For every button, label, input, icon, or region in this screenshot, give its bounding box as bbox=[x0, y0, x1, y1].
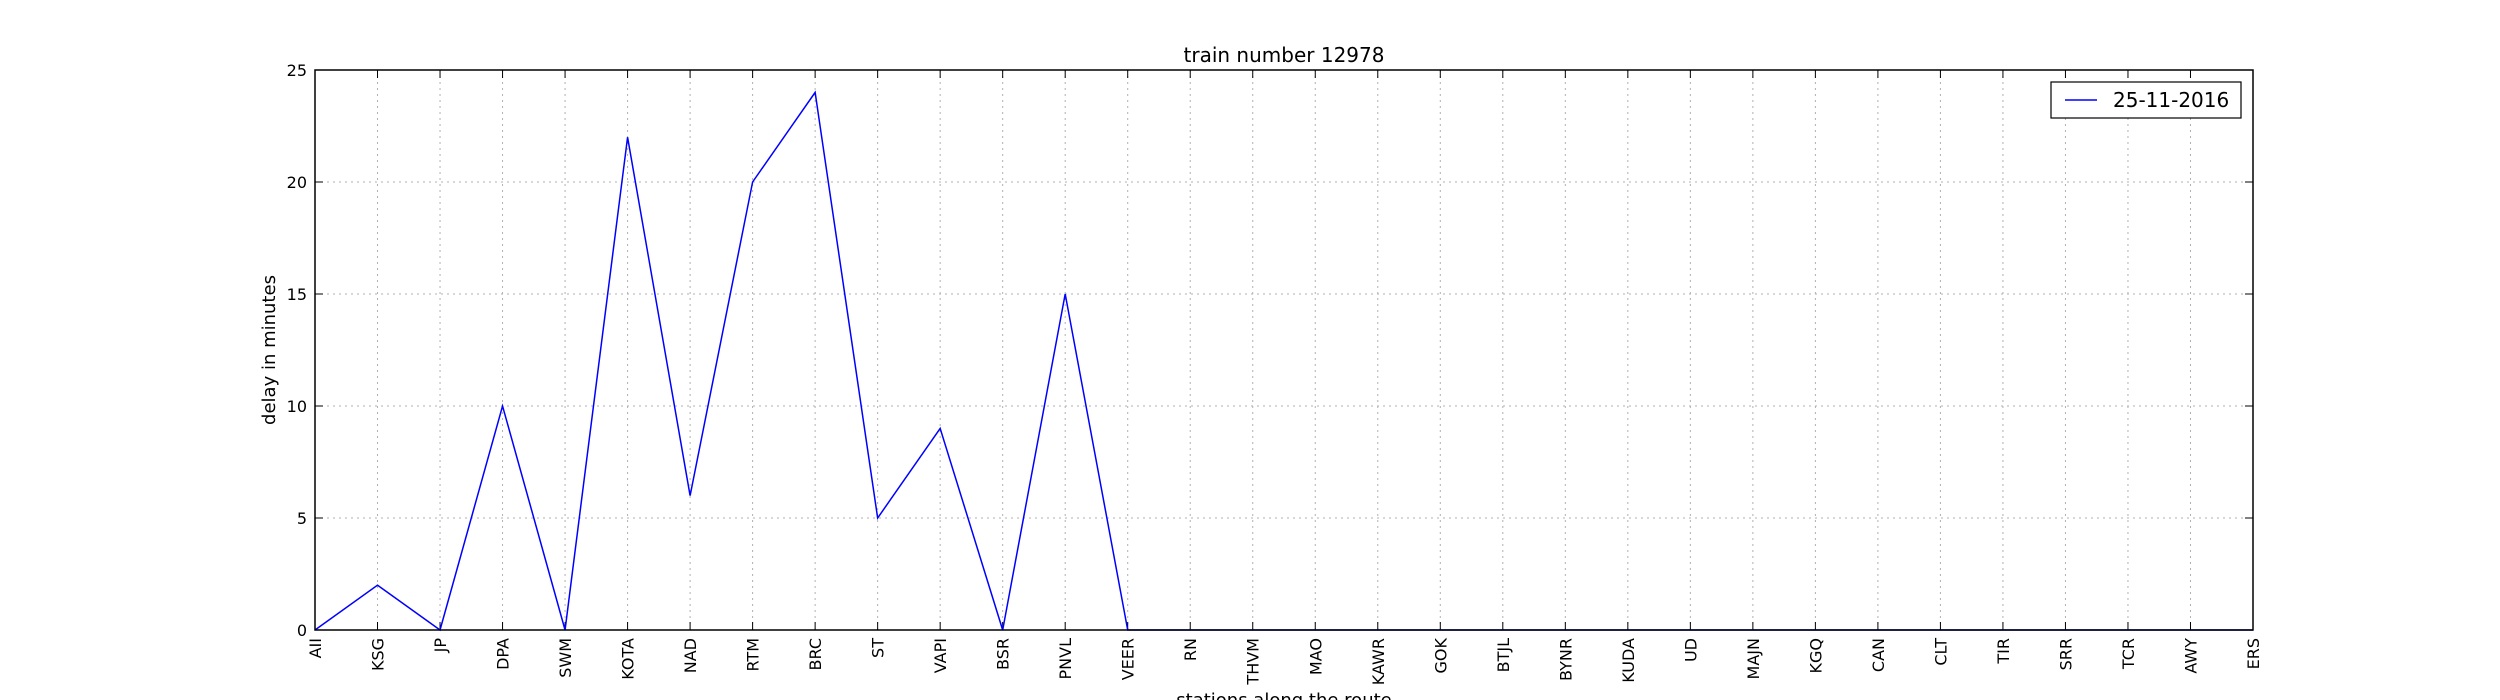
x-tick-label-kawr: KAWR bbox=[1369, 638, 1388, 685]
x-tick-label-dpa: DPA bbox=[494, 638, 513, 670]
x-tick-label-rn: RN bbox=[1181, 638, 1200, 661]
x-tick-label-swm: SWM bbox=[556, 638, 575, 678]
x-tick-label-can: CAN bbox=[1869, 638, 1888, 672]
x-tick-label-btjl: BTJL bbox=[1494, 638, 1513, 672]
x-tick-label-ksg: KSG bbox=[369, 638, 388, 671]
legend-label: 25-11-2016 bbox=[2113, 88, 2229, 112]
x-tick-label-srr: SRR bbox=[2056, 638, 2075, 670]
x-tick-label-bsr: BSR bbox=[994, 638, 1013, 670]
series-line-25-11-2016 bbox=[314, 90, 2253, 632]
x-tick-label-jp: JP bbox=[431, 638, 450, 654]
y-axis-ticks: 0 5 10 15 20 25 bbox=[287, 61, 2253, 640]
x-tick-label-clt: CLT bbox=[1931, 638, 1950, 666]
x-axis-ticks: AII KSG JP DPA SWM KOTA NAD RTM BRC ST VAPI BSR PNVL… bbox=[306, 70, 2263, 686]
y-tick-label: 0 bbox=[297, 621, 307, 640]
y-tick-label: 20 bbox=[287, 173, 307, 192]
chart-title: train number 12978 bbox=[1184, 43, 1385, 67]
x-tick-label-veer: VEER bbox=[1119, 638, 1138, 680]
x-tick-label-pnvl: PNVL bbox=[1056, 638, 1075, 680]
x-tick-label-vapi: VAPI bbox=[931, 638, 950, 673]
x-tick-label-nad: NAD bbox=[681, 638, 700, 673]
x-tick-label-aii: AII bbox=[306, 638, 325, 658]
x-axis-label: stations along the route bbox=[1176, 690, 1391, 700]
y-tick-label: 25 bbox=[287, 61, 307, 80]
x-tick-label-brc: BRC bbox=[806, 638, 825, 670]
x-tick-label-tir: TIR bbox=[1994, 638, 2013, 665]
y-tick-label: 5 bbox=[297, 509, 307, 528]
grid bbox=[315, 70, 2253, 630]
x-tick-label-rtm: RTM bbox=[744, 638, 763, 672]
x-tick-label-ud: UD bbox=[1681, 638, 1700, 662]
x-tick-label-tcr: TCR bbox=[2119, 638, 2138, 670]
series-layer bbox=[314, 90, 2253, 632]
y-tick-label: 15 bbox=[287, 285, 307, 304]
x-tick-label-kuda: KUDA bbox=[1619, 638, 1638, 683]
x-tick-label-kgq: KGQ bbox=[1806, 638, 1825, 673]
x-tick-label-awy: AWY bbox=[2181, 638, 2200, 674]
y-tick-label: 10 bbox=[287, 397, 307, 416]
x-tick-label-ers: ERS bbox=[2244, 638, 2263, 669]
plot-frame bbox=[314, 69, 2254, 631]
y-axis-label: delay in minutes bbox=[259, 275, 280, 425]
x-tick-label-bynr: BYNR bbox=[1556, 638, 1575, 681]
x-tick-label-kota: KOTA bbox=[619, 638, 638, 680]
x-tick-label-st: ST bbox=[869, 638, 888, 658]
x-tick-label-mao: MAO bbox=[1306, 638, 1325, 675]
legend: 25-11-2016 bbox=[2050, 81, 2242, 119]
x-tick-label-majn: MAJN bbox=[1744, 638, 1763, 679]
x-tick-label-gok: GOK bbox=[1431, 637, 1450, 673]
x-tick-label-thvm: THVM bbox=[1244, 638, 1263, 686]
